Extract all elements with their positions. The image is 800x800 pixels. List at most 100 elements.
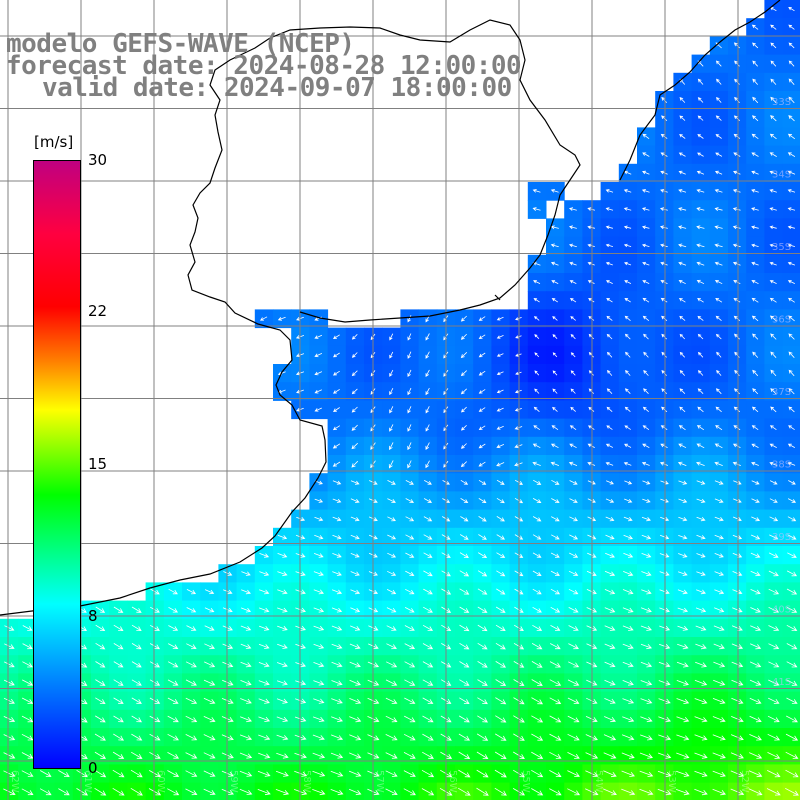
wind-vector-arrow [787, 534, 797, 540]
wind-vector-arrow [749, 752, 763, 759]
wind-vector-arrow [389, 351, 394, 359]
colorbar-tick: 30 [88, 151, 108, 169]
wind-vector-arrow [404, 661, 416, 668]
wind-vector-arrow [403, 752, 416, 759]
wind-vector-arrow [715, 134, 722, 139]
wind-vector-arrow [715, 60, 722, 67]
wind-vector-arrow [425, 387, 430, 396]
wind-vector-arrow [714, 516, 724, 522]
wind-vector-arrow [660, 189, 668, 193]
wind-vector-arrow [458, 769, 471, 778]
wind-vector-arrow [769, 297, 777, 303]
wind-vector-arrow [331, 589, 343, 595]
wind-vector-arrow [750, 607, 761, 613]
wind-vector-arrow [460, 516, 469, 522]
wind-vector-arrow [312, 734, 325, 741]
wind-vector-arrow [351, 460, 359, 468]
wind-vector-arrow [532, 552, 542, 558]
wind-vector-arrow [641, 589, 652, 595]
wind-vector-arrow [422, 733, 434, 741]
wind-vector-arrow [641, 534, 652, 540]
wind-vector-arrow [21, 770, 34, 777]
wind-vector-arrow [696, 534, 706, 540]
longitude-label: 55W [520, 770, 531, 793]
wind-vector-arrow [333, 352, 340, 358]
wind-vector-arrow [349, 661, 361, 668]
wind-vector-arrow [404, 697, 416, 704]
wind-vector-arrow [405, 480, 414, 485]
wind-vector-arrow [477, 624, 488, 632]
wind-vector-arrow [389, 424, 394, 432]
wind-vector-arrow [351, 442, 358, 450]
wind-vector-arrow [312, 770, 326, 777]
wind-vector-arrow [388, 460, 394, 469]
wind-vector-arrow [640, 661, 653, 668]
wind-vector-arrow [788, 369, 795, 377]
wind-vector-arrow [276, 662, 288, 668]
wind-vector-arrow [641, 571, 652, 577]
wind-speed-cell [782, 582, 800, 602]
wind-vector-arrow [494, 769, 507, 778]
wind-vector-arrow [495, 697, 507, 705]
wind-vector-arrow [351, 334, 358, 340]
wind-vector-arrow [21, 788, 34, 796]
wind-vector-arrow [624, 406, 631, 413]
wind-vector-arrow [496, 444, 505, 449]
wind-vector-arrow [751, 280, 759, 285]
wind-vector-arrow [731, 679, 744, 686]
wind-speed-cell [127, 782, 147, 800]
wind-speed-cell [782, 382, 800, 401]
wind-speed-cell [782, 509, 800, 529]
wind-vector-arrow [714, 225, 723, 230]
wind-vector-arrow [349, 752, 362, 759]
wind-vector-arrow [477, 642, 488, 650]
wind-vector-arrow [770, 96, 777, 104]
wind-vector-arrow [732, 243, 741, 248]
wind-vector-arrow [767, 715, 780, 723]
wind-vector-arrow [624, 388, 631, 394]
wind-vector-arrow [622, 607, 634, 613]
wind-vector-arrow [768, 679, 780, 686]
wind-vector-arrow [241, 571, 251, 576]
wind-vector-arrow [732, 534, 743, 540]
wind-vector-arrow [697, 97, 704, 103]
wind-vector-arrow [313, 698, 325, 704]
wind-vector-arrow [552, 352, 558, 358]
wind-vector-arrow [733, 170, 741, 175]
wind-vector-arrow [623, 225, 632, 229]
wind-vector-arrow [277, 607, 288, 613]
wind-vector-arrow [769, 189, 777, 193]
wind-vector-arrow [239, 788, 253, 795]
wind-vector-arrow [714, 498, 724, 503]
wind-vector-arrow [40, 770, 52, 777]
wind-vector-arrow [277, 643, 288, 649]
wind-vector-arrow [240, 625, 252, 631]
wind-vector-arrow [460, 479, 469, 485]
wind-vector-arrow [458, 715, 470, 723]
wind-vector-arrow [568, 661, 580, 668]
wind-vector-arrow [732, 589, 743, 595]
wind-vector-arrow [749, 679, 762, 686]
wind-vector-arrow [531, 715, 544, 723]
wind-vector-arrow [785, 733, 799, 741]
wind-vector-arrow [786, 643, 798, 650]
wind-vector-arrow [167, 770, 180, 777]
wind-vector-arrow [239, 734, 253, 741]
wind-speed-cell [782, 527, 800, 547]
wind-speed-cell [0, 782, 19, 800]
wind-vector-arrow [496, 552, 506, 558]
wind-vector-arrow [696, 443, 705, 449]
wind-vector-arrow [496, 462, 505, 467]
wind-vector-arrow [570, 370, 576, 376]
wind-vector-arrow [131, 643, 142, 650]
wind-vector-arrow [731, 697, 744, 704]
wind-speed-cell [709, 782, 729, 800]
wind-vector-arrow [313, 662, 325, 668]
wind-vector-arrow [786, 697, 798, 704]
wind-vector-arrow [351, 370, 358, 377]
wind-vector-arrow [660, 516, 670, 522]
wind-vector-arrow [625, 369, 631, 376]
wind-vector-arrow [787, 552, 797, 558]
wind-vector-arrow [459, 642, 470, 650]
